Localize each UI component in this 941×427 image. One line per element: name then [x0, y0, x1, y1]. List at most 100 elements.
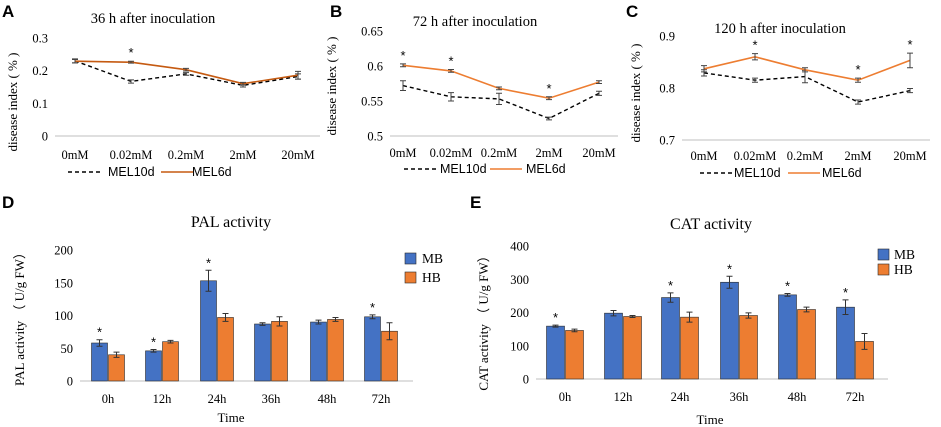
x-tick-label-c-4: 20mM	[893, 149, 926, 163]
significance-star-d-2: *	[206, 255, 211, 270]
x-ticks-d: 0h 12h 24h 36h 48h 72h	[102, 392, 391, 406]
error-bar-b-0-4	[596, 90, 602, 96]
y-axis-label-d: PAL activity （ U/g FW）	[12, 246, 27, 386]
error-bar-c-0-1	[752, 77, 758, 83]
bar-d-0-3	[254, 323, 271, 382]
x-tick-label-d-2: 24h	[208, 392, 228, 406]
y-tick-label-c-0: 0.7	[659, 134, 675, 148]
y-tick-label-d-3: 150	[54, 276, 73, 290]
x-tick-label-e-3: 36h	[730, 390, 750, 404]
bar-d-0-1	[145, 350, 162, 382]
significance-star-c-1: *	[752, 38, 757, 53]
series-c: * * *	[701, 37, 913, 105]
x-tick-label-c-3: 2mM	[844, 149, 871, 163]
x-tick-label-e-0: 0h	[559, 390, 572, 404]
y-tick-label-d-0: 0	[67, 375, 73, 389]
x-axis-label-d: Time	[218, 410, 245, 425]
series-line-b-0	[402, 84, 600, 120]
error-bar-d-0-2	[205, 269, 212, 292]
error-bar-e-0-5	[842, 299, 849, 315]
error-bar-d-1-4	[332, 316, 339, 322]
panel-c: C 120 h after inoculation disease index …	[626, 2, 930, 180]
series-b: * * *	[400, 48, 602, 121]
bar-d-0-5	[364, 316, 381, 382]
chart-title-d: PAL activity	[191, 214, 271, 231]
x-tick-label-e-2: 24h	[671, 390, 691, 404]
error-bar-b-0-0	[400, 80, 406, 91]
x-ticks-a: 0mM 0.02mM 0.2mM 2mM 20mM	[61, 148, 314, 162]
significance-star-c-4: *	[907, 37, 912, 52]
error-bar-d-1-0	[113, 351, 120, 358]
y-tick-label-b-3: 0.65	[361, 25, 383, 39]
legend-swatch-e-1	[877, 263, 890, 276]
x-tick-label-c-1: 0.02mM	[734, 149, 777, 163]
x-tick-label-c-0: 0mM	[690, 149, 717, 163]
error-bar-d-0-4	[315, 319, 322, 325]
x-tick-label-a-1: 0.02mM	[110, 148, 153, 162]
significance-star-e-4: *	[785, 279, 790, 294]
bar-e-1-2	[680, 316, 699, 380]
significance-star-b-0: *	[400, 48, 405, 63]
y-tick-label-a-0: 0	[42, 130, 48, 144]
error-bar-e-1-1	[629, 314, 636, 318]
series-d: * * * *	[91, 255, 398, 382]
bar-d-1-3	[271, 321, 288, 382]
panel-label-e: E	[470, 193, 481, 212]
bar-e-0-3	[720, 281, 739, 380]
significance-star-d-0: *	[97, 325, 102, 340]
bar-e-1-1	[623, 316, 642, 380]
panel-label-c: C	[626, 2, 638, 21]
error-bar-c-1-1	[752, 53, 758, 61]
series-e: * * * * *	[546, 261, 874, 380]
y-tick-label-b-0: 0.5	[367, 130, 383, 144]
error-bar-c-1-3	[855, 77, 861, 83]
panel-d: D PAL activity PAL activity （ U/g FW） Ti…	[2, 193, 443, 425]
x-tick-label-a-2: 0.2mM	[168, 148, 204, 162]
y-tick-label-b-1: 0.55	[361, 95, 383, 109]
error-bar-b-1-2	[496, 86, 502, 91]
y-tick-label-e-4: 400	[510, 240, 529, 254]
bar-d-0-4	[310, 321, 327, 382]
error-bar-a-0-2	[183, 72, 189, 76]
y-tick-label-e-1: 100	[510, 339, 529, 353]
series-line-c-0	[703, 72, 911, 103]
error-bar-b-0-2	[496, 92, 502, 105]
error-bar-d-1-1	[167, 339, 174, 344]
x-tick-label-a-4: 20mM	[281, 148, 314, 162]
error-bar-e-1-5	[861, 332, 868, 350]
error-bar-a-1-3	[240, 81, 246, 86]
x-tick-label-c-2: 0.2mM	[787, 149, 823, 163]
y-ticks-d: 0 50 100 150 200	[54, 244, 73, 389]
error-bar-d-0-1	[150, 349, 157, 353]
significance-star-e-5: *	[843, 285, 848, 300]
x-tick-label-a-0: 0mM	[61, 148, 88, 162]
x-axis-label-e: Time	[697, 412, 724, 427]
chart-title-e: CAT activity	[670, 216, 752, 233]
error-bar-b-1-4	[596, 80, 602, 84]
error-bar-d-0-3	[259, 322, 266, 326]
bar-e-0-4	[778, 294, 797, 380]
y-tick-label-d-2: 100	[54, 309, 73, 323]
y-tick-label-e-3: 300	[510, 273, 529, 287]
x-tick-label-d-5: 72h	[372, 392, 392, 406]
legend-label-c-1: MEL6d	[822, 166, 862, 180]
x-tick-label-e-1: 12h	[614, 390, 634, 404]
y-tick-label-e-2: 200	[510, 306, 529, 320]
error-bar-e-1-0	[571, 328, 578, 333]
bar-d-1-4	[327, 319, 344, 382]
significance-star-d-1: *	[151, 335, 156, 350]
error-bar-e-0-3	[726, 275, 733, 289]
legend-label-a-1: MEL6d	[192, 165, 232, 179]
error-bar-b-1-1	[448, 69, 454, 73]
x-tick-label-d-1: 12h	[153, 392, 173, 406]
legend-c: MEL10d MEL6d	[700, 166, 862, 180]
bar-d-0-2	[200, 280, 217, 382]
legend-label-b-0: MEL10d	[440, 162, 487, 176]
significance-star-e-2: *	[668, 278, 673, 293]
x-tick-label-e-4: 48h	[788, 390, 808, 404]
panel-label-a: A	[2, 2, 14, 21]
bar-e-0-5	[836, 306, 855, 380]
legend-label-c-0: MEL10d	[734, 166, 781, 180]
error-bar-e-0-0	[552, 324, 559, 328]
